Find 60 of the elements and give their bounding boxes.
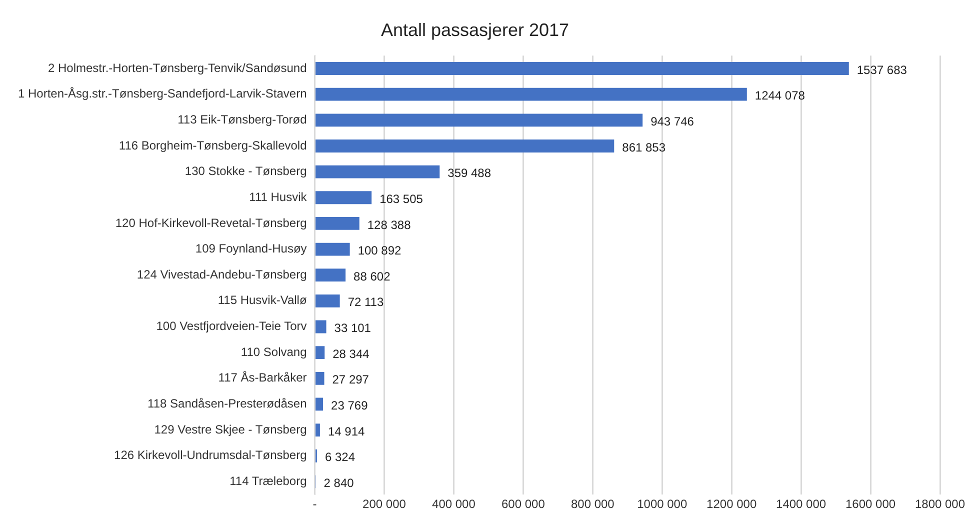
- data-label: 88 602: [354, 269, 391, 284]
- bar: [316, 372, 324, 385]
- data-label: 1537 683: [856, 62, 908, 77]
- bar: [316, 294, 340, 308]
- data-label: 943 746: [650, 114, 694, 128]
- data-label: 100 892: [358, 244, 402, 258]
- data-label: 72 113: [348, 295, 384, 310]
- x-tick-label: 1600 000: [846, 497, 896, 512]
- y-tick-label: 115 Husvik-Vallø: [218, 293, 308, 308]
- y-tick-label: 116 Borgheim-Tønsberg-Skallevold: [118, 138, 307, 152]
- data-label: 1244 078: [754, 88, 806, 103]
- data-label: 2 840: [324, 476, 354, 490]
- bar: [316, 114, 643, 127]
- data-label: 128 388: [367, 218, 412, 232]
- data-label: 359 488: [448, 166, 492, 180]
- y-tick-label: 111 Husvik: [249, 190, 308, 204]
- bar: [316, 165, 440, 178]
- bar: [316, 424, 320, 436]
- data-label: 163 505: [380, 192, 424, 206]
- data-label: 6 324: [324, 450, 356, 464]
- y-tick-label: 126 Kirkevoll-Undrumsdal-Tønsberg: [114, 448, 307, 462]
- y-tick-label: 1 Horten-Åsg.str.-Tønsberg-Sandefjord-Larvik-Stavern: [18, 86, 307, 101]
- x-tick-label: 400 000: [432, 497, 476, 512]
- bar: [316, 242, 350, 256]
- x-tick-label: 800 000: [570, 497, 615, 512]
- y-tick-label: 113 Eik-Tønsberg-Torød: [178, 112, 307, 126]
- bar: [316, 216, 360, 230]
- chart-title: Antall passasjerer 2017: [380, 20, 570, 40]
- x-tick-label: 1200 000: [706, 497, 757, 512]
- y-tick-label: 114 Træleborg: [230, 474, 307, 488]
- bar: [316, 320, 326, 334]
- data-label: 33 101: [334, 321, 372, 336]
- y-tick-label: 110 Solvang: [240, 344, 307, 359]
- bar: [316, 191, 372, 204]
- y-tick-label: 124 Vivestad-Andebu-Tønsberg: [136, 267, 307, 282]
- x-tick-label: 200 000: [362, 497, 406, 512]
- bar: [316, 88, 747, 101]
- data-label: 28 344: [332, 346, 370, 361]
- bar: [316, 268, 346, 282]
- bar: [316, 346, 325, 360]
- y-tick-label: 100 Vestfjordveien-Teie Torv: [156, 319, 307, 334]
- x-tick-label: -: [312, 497, 317, 512]
- x-tick-label: 1400 000: [776, 497, 826, 512]
- x-tick-label: 1000 000: [637, 497, 688, 512]
- y-tick-label: 117 Ås-Barkåker: [218, 370, 307, 385]
- data-label: 23 769: [331, 398, 368, 413]
- y-tick-label: 2 Holmestr.-Horten-Tønsberg-Tenvik/Sandøsund: [48, 60, 307, 75]
- x-tick-label: 600 000: [501, 497, 546, 512]
- y-tick-label: 129 Vestre Skjee - Tønsberg: [154, 422, 307, 436]
- x-tick-label: 1800 000: [914, 497, 966, 512]
- y-tick-label: 118 Sandåsen-Presterødåsen: [148, 396, 307, 411]
- y-tick-label: 120 Hof-Kirkevoll-Revetal-Tønsberg: [115, 216, 307, 230]
- data-label: 14 914: [328, 424, 365, 438]
- bar: [316, 398, 324, 411]
- y-tick-label: 130 Stokke - Tønsberg: [184, 164, 307, 178]
- bar: [316, 62, 849, 75]
- bar: [316, 140, 614, 152]
- y-tick-label: 109 Foynland-Husøy: [195, 242, 307, 256]
- data-label: 861 853: [622, 140, 666, 154]
- data-label: 27 297: [332, 372, 370, 387]
